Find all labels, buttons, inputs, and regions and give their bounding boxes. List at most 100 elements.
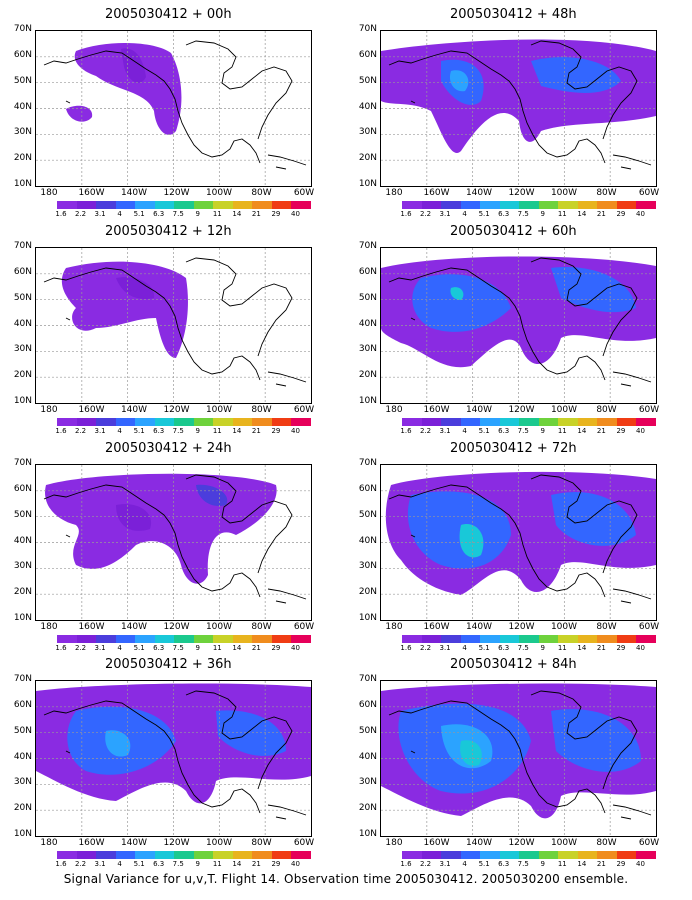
colorbar-swatch	[402, 201, 422, 209]
colorbar-tick-label: 40	[635, 644, 645, 652]
longitude-label: 180	[385, 622, 403, 632]
colorbar-swatch	[135, 851, 155, 859]
colorbar-tick-label: 7.5	[517, 427, 529, 435]
colorbar-tick-label: 1.6	[400, 644, 412, 652]
colorbar-tick-label: 40	[290, 427, 300, 435]
colorbar-swatch	[57, 201, 77, 209]
variance-map	[380, 30, 657, 187]
colorbar-swatch	[57, 418, 77, 426]
longitude-label: 60W	[638, 838, 660, 848]
variance-contour-fill	[116, 277, 155, 300]
longitude-label: 140W	[465, 838, 493, 848]
colorbar	[57, 201, 311, 209]
longitude-label: 140W	[465, 405, 493, 415]
colorbar-tick-label: 4	[462, 644, 467, 652]
latitude-label: 60N	[13, 483, 32, 494]
colorbar-swatch	[252, 635, 272, 643]
colorbar-swatch	[57, 635, 77, 643]
colorbar-tick-label: 21	[251, 427, 261, 435]
colorbar-swatch	[538, 201, 559, 209]
colorbar-swatch	[252, 851, 272, 859]
longitude-label: 180	[40, 838, 58, 848]
longitude-label: 100W	[550, 405, 578, 415]
panel-title: 2005030412 + 72h	[450, 441, 577, 456]
colorbar-swatch	[577, 201, 598, 209]
colorbar	[402, 635, 656, 643]
panel-title: 2005030412 + 48h	[450, 7, 577, 22]
colorbar-swatch	[213, 418, 233, 426]
colorbar-swatch	[597, 418, 617, 426]
variance-map	[35, 30, 312, 187]
colorbar-tick-label: 14	[232, 210, 242, 218]
colorbar-swatch	[616, 201, 637, 209]
colorbar-swatch	[291, 418, 311, 426]
colorbar-swatch	[174, 635, 194, 643]
colorbar-swatch	[558, 851, 578, 859]
longitude-label: 60W	[638, 405, 660, 415]
colorbar-tick-label: 11	[212, 210, 222, 218]
colorbar-tick-label: 7.5	[517, 210, 529, 218]
colorbar-tick-label: 1.6	[400, 427, 412, 435]
colorbar-swatch	[213, 635, 233, 643]
longitude-label: 60W	[293, 622, 315, 632]
colorbar-tick-label: 6.3	[498, 427, 510, 435]
colorbar-swatch	[577, 851, 598, 859]
latitude-label: 60N	[358, 49, 377, 60]
latitude-label: 70N	[358, 674, 377, 684]
variance-contour-fill	[66, 105, 93, 122]
panel-title: 2005030412 + 36h	[105, 657, 232, 672]
colorbar-tick-label: 2.2	[419, 427, 432, 435]
latitude-label: 70N	[13, 24, 32, 34]
colorbar-tick-label: 14	[232, 427, 242, 435]
variance-contour-fill	[551, 267, 636, 313]
longitude-label: 140W	[120, 188, 148, 198]
colorbar-tick-label: 21	[596, 427, 606, 435]
colorbar-swatch	[421, 635, 442, 643]
colorbar-swatch	[291, 851, 311, 859]
colorbar-swatch	[558, 418, 578, 426]
colorbar-swatch	[115, 851, 136, 859]
colorbar-swatch	[460, 635, 481, 643]
colorbar-tick-label: 3.1	[94, 427, 106, 435]
colorbar	[57, 418, 311, 426]
colorbar-swatch	[636, 635, 656, 643]
variance-contour-fill	[449, 70, 469, 92]
colorbar-tick-label: 4	[117, 427, 122, 435]
longitude-label: 100W	[205, 405, 233, 415]
latitude-label: 30N	[13, 344, 32, 355]
colorbar-swatch	[76, 635, 97, 643]
colorbar-swatch	[519, 635, 539, 643]
panel-title: 2005030412 + 60h	[450, 224, 577, 239]
colorbar-swatch	[597, 635, 617, 643]
latitude-label: 70N	[13, 674, 32, 684]
colorbar-swatch	[538, 418, 559, 426]
colorbar-swatch	[402, 635, 422, 643]
longitude-label: 120W	[163, 188, 190, 198]
colorbar-swatch	[154, 201, 175, 209]
colorbar-tick-label: 14	[232, 860, 242, 868]
colorbar-tick-label: 4	[117, 644, 122, 652]
colorbar-tick-label: 2.2	[419, 210, 432, 218]
latitude-label: 60N	[358, 483, 377, 494]
colorbar-tick-label: 29	[271, 860, 281, 868]
colorbar-swatch	[499, 851, 520, 859]
latitude-label: 30N	[13, 561, 32, 572]
colorbar-tick-label: 4	[117, 860, 122, 868]
longitude-label: 160W	[423, 838, 450, 848]
colorbar-tick-label: 2.2	[419, 644, 432, 652]
latitude-label: 20N	[358, 587, 377, 598]
colorbar-tick-label: 6.3	[153, 644, 165, 652]
longitude-label: 100W	[205, 622, 233, 632]
colorbar-swatch	[291, 635, 311, 643]
map-canvas	[381, 465, 656, 620]
variance-contour-fill	[216, 710, 286, 756]
colorbar-swatch	[174, 201, 194, 209]
colorbar-tick-label: 5.1	[478, 210, 490, 218]
longitude-label: 80W	[251, 188, 272, 198]
colorbar-swatch	[558, 635, 578, 643]
latitude-label: 50N	[358, 292, 377, 303]
colorbar-tick-label: 5.1	[478, 860, 490, 868]
colorbar-swatch	[154, 635, 175, 643]
colorbar-tick-label: 6.3	[153, 427, 165, 435]
longitude-label: 60W	[293, 838, 315, 848]
